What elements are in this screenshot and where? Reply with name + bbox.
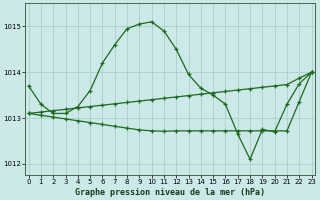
X-axis label: Graphe pression niveau de la mer (hPa): Graphe pression niveau de la mer (hPa) <box>75 188 265 197</box>
